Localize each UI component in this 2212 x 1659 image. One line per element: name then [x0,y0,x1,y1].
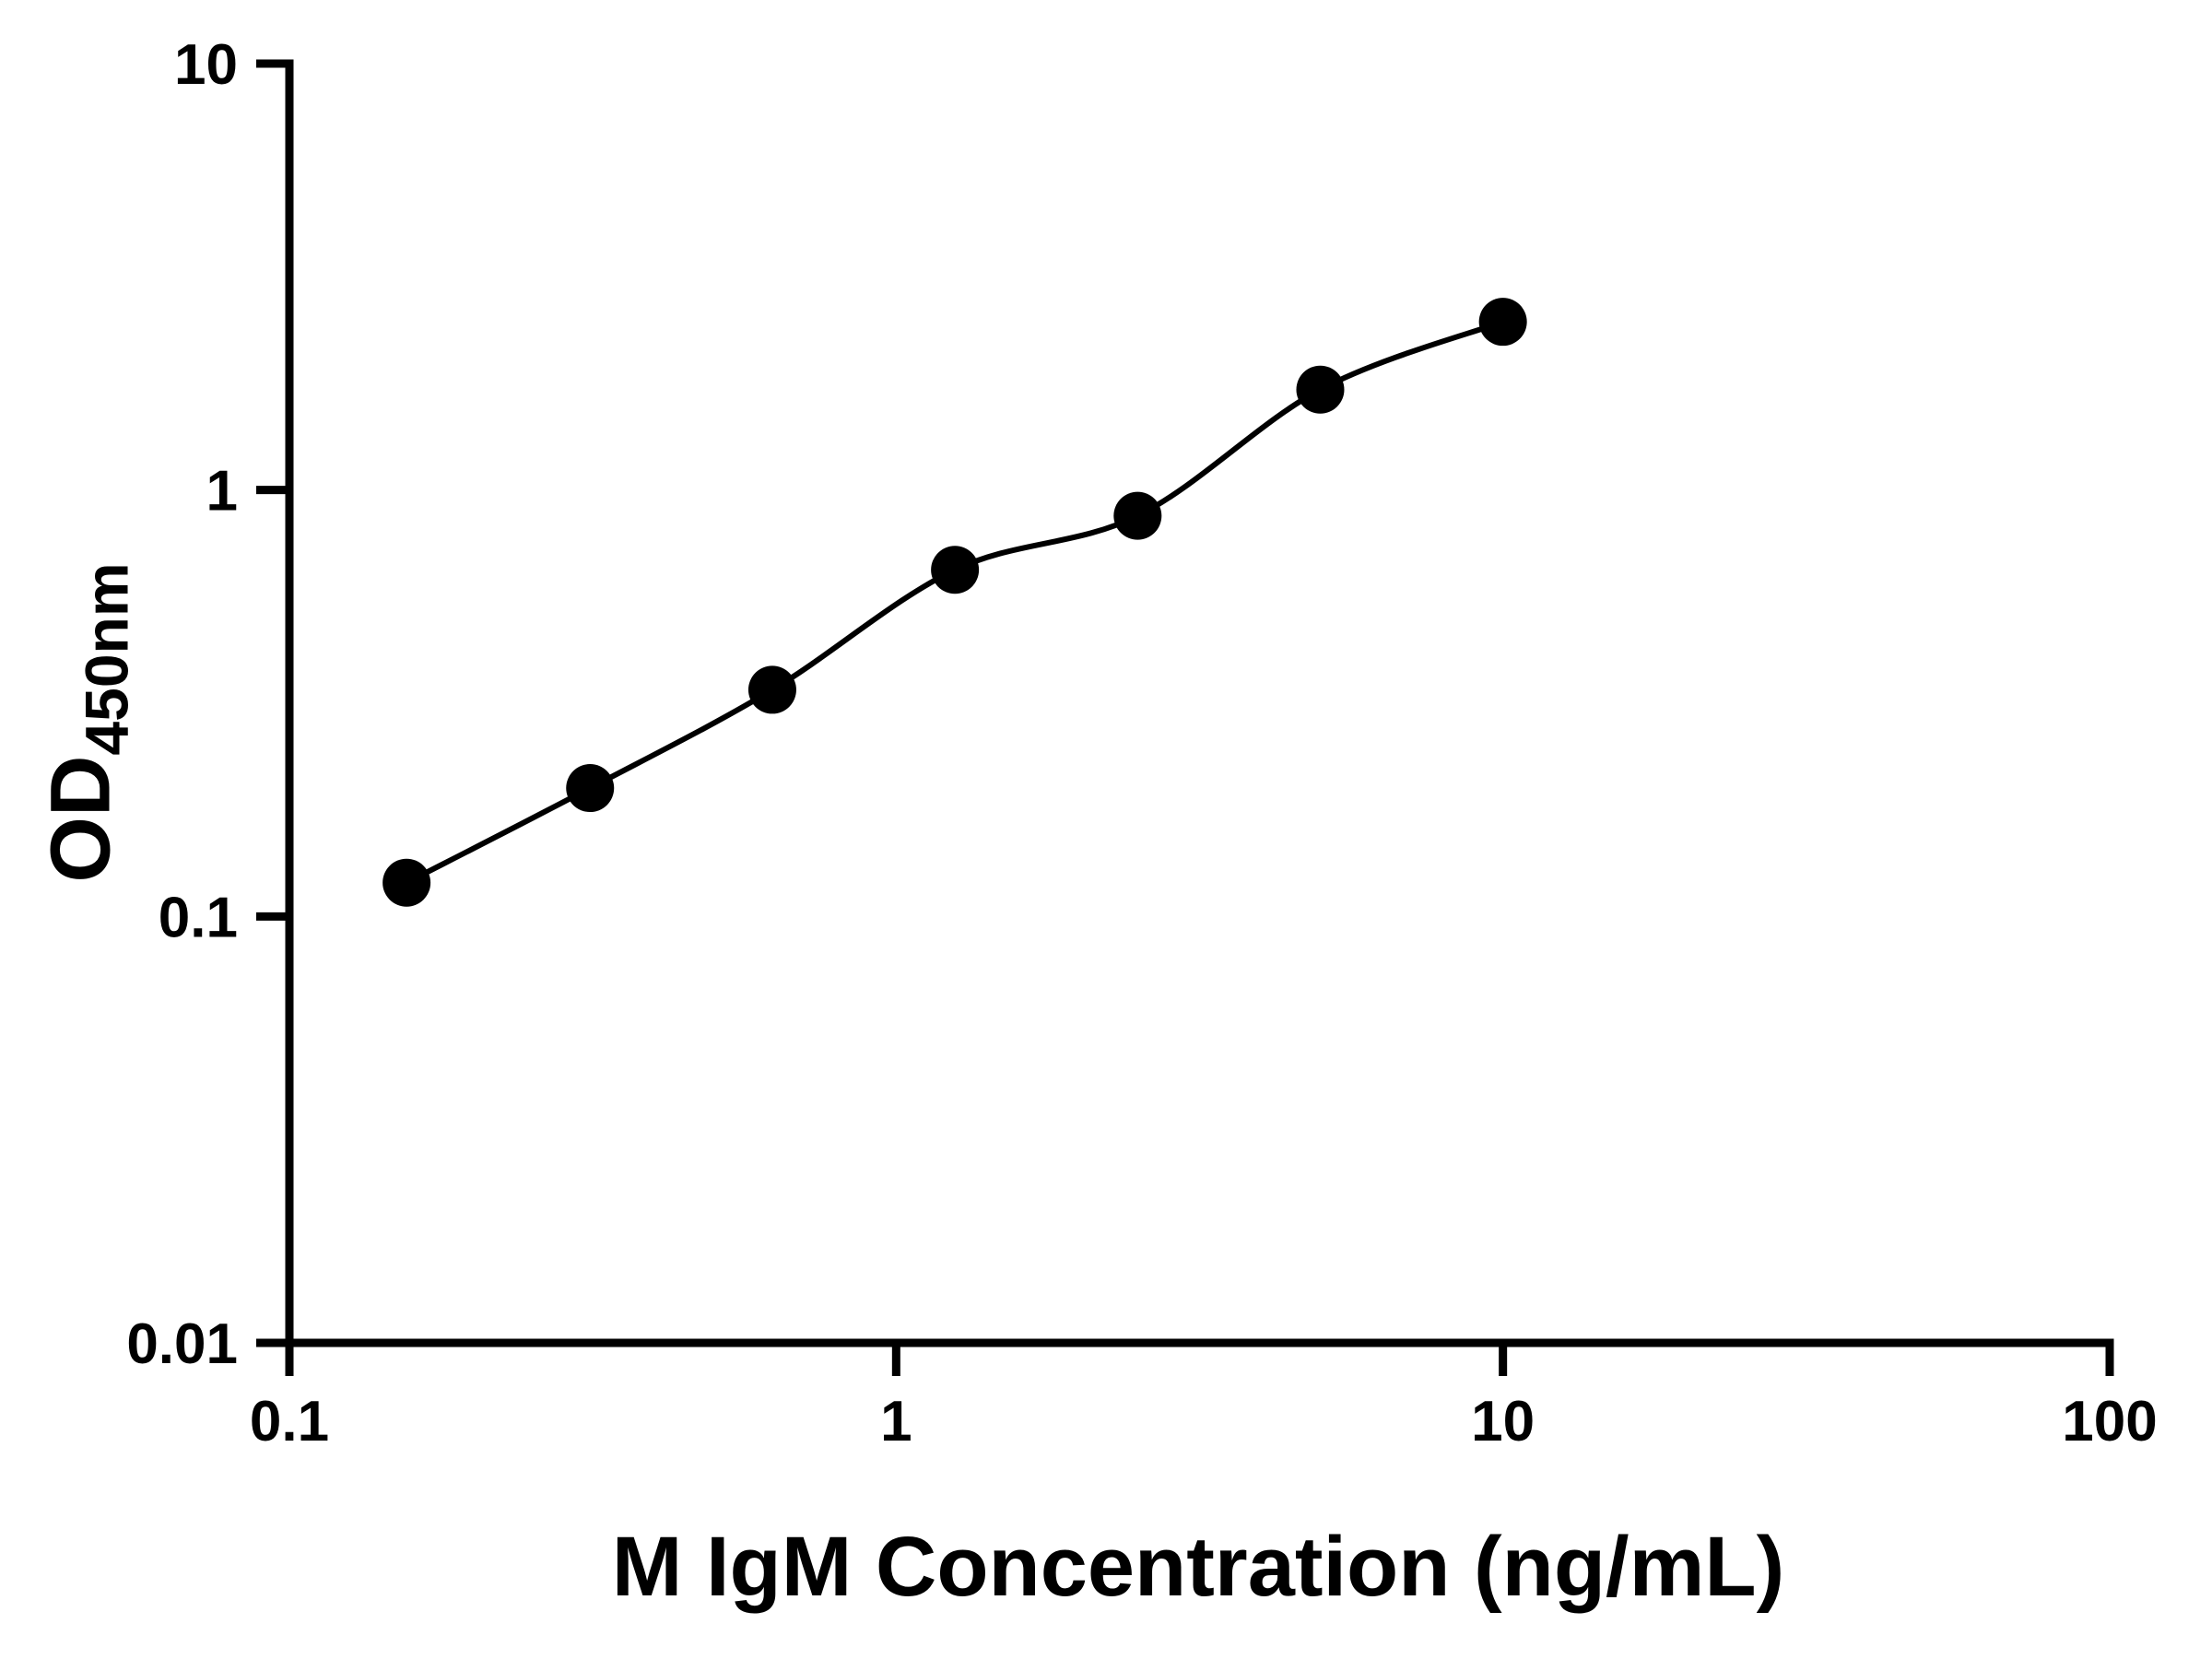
data-point [1113,491,1162,540]
data-point [382,858,431,907]
x-tick-label: 10 [1471,1390,1535,1453]
x-tick-label: 0.1 [250,1390,329,1453]
data-point [566,764,615,813]
y-tick-label: 0.01 [126,1312,238,1376]
y-axis-title-main: OD [33,755,128,883]
data-point [1296,365,1345,414]
x-axis-title-text: M IgM Concentration (ng/mL) [611,1520,1785,1614]
data-point [1478,298,1527,347]
data-point [747,665,796,714]
axes-spine [285,59,2114,1347]
y-axis-title: OD450nm [34,562,141,882]
y-tick-label: 1 [206,460,238,524]
x-tick-label: 100 [2062,1390,2157,1453]
x-axis-title: M IgM Concentration (ng/mL) [612,1524,1785,1609]
y-tick-label: 10 [174,33,238,97]
y-tick-label: 0.1 [159,886,238,949]
data-point [931,546,980,594]
y-axis-title-subscript: 450nm [72,562,141,756]
x-tick-label: 1 [880,1390,912,1453]
